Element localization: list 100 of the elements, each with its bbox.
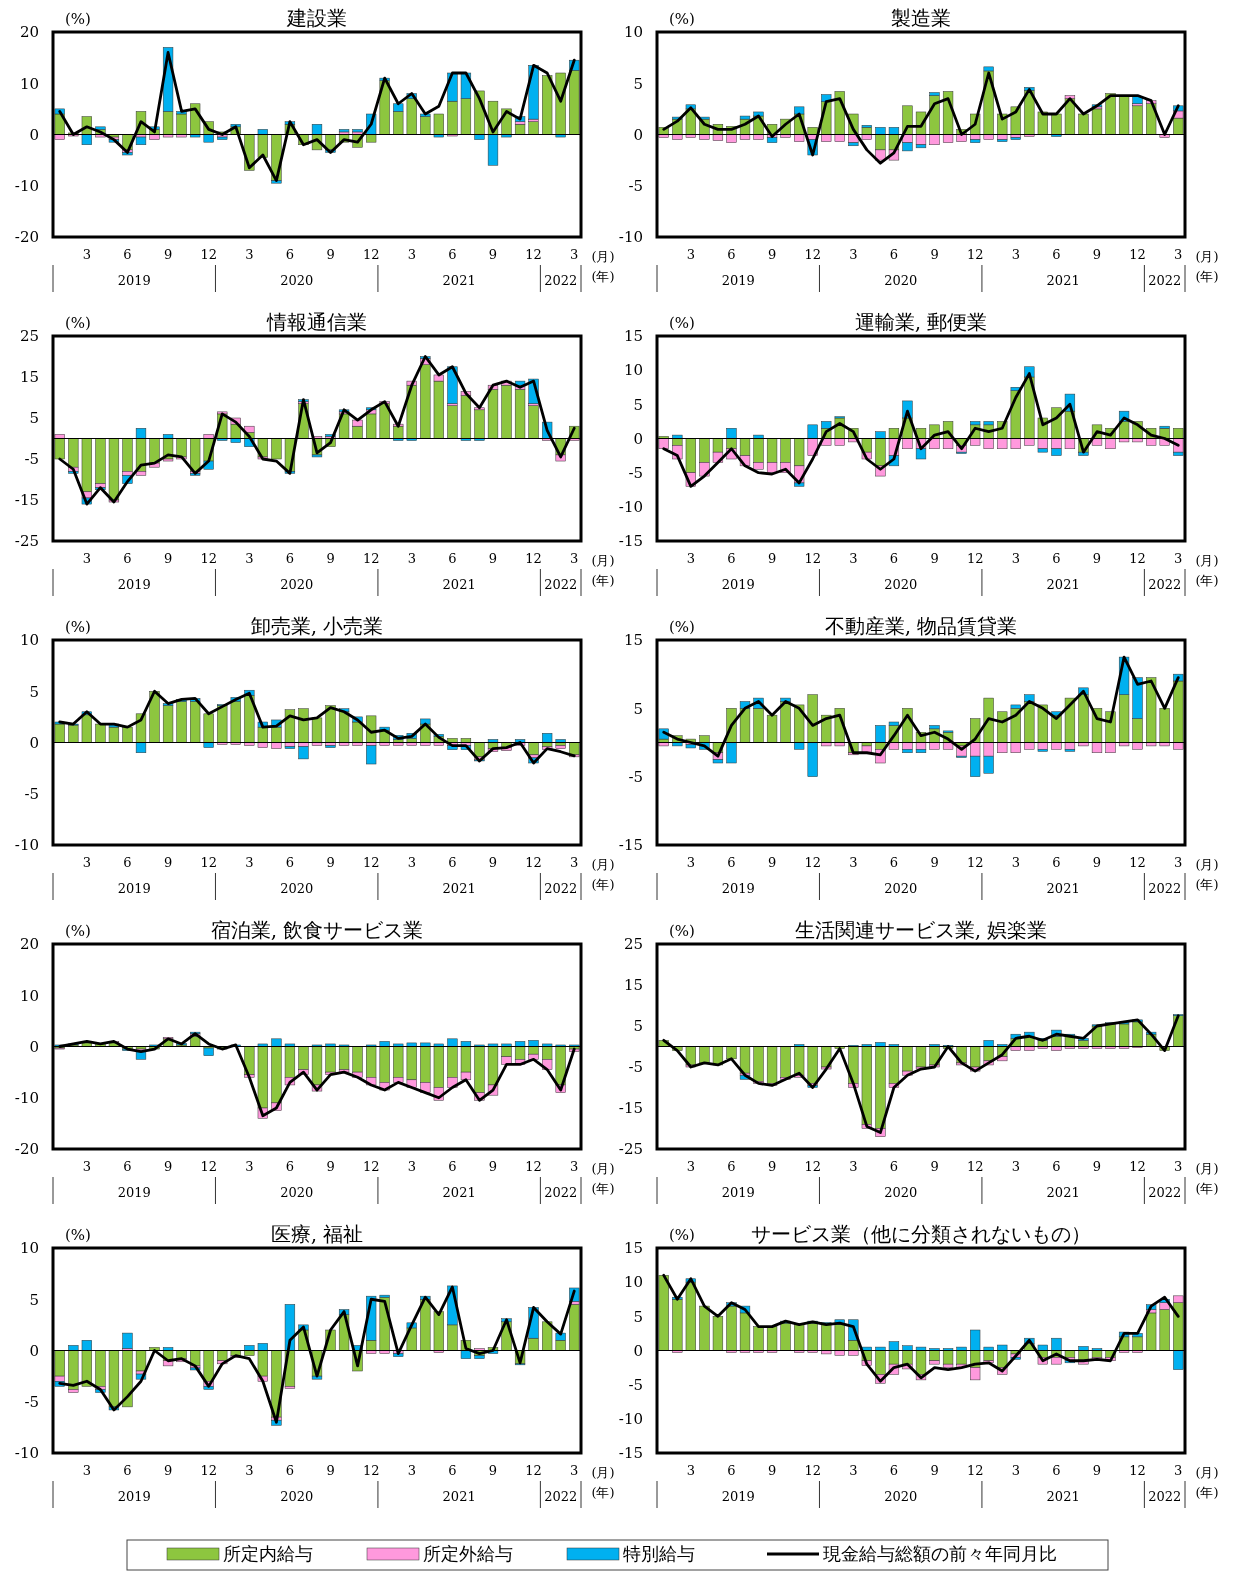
y-tick-label: -5	[628, 1375, 643, 1394]
y-tick-label: -10	[618, 1410, 643, 1429]
x-tick-label: 3	[245, 1463, 254, 1478]
x-tick-label: 12	[200, 551, 217, 566]
x-tick-label: 3	[245, 855, 254, 870]
x-tick-label: 3	[1174, 247, 1183, 262]
x-tick-label: 3	[82, 551, 91, 566]
x-tick-label: 9	[767, 551, 777, 566]
x-tick-label: 9	[767, 855, 777, 870]
x-tick-label: 3	[686, 1159, 695, 1174]
x-tick-label: 9	[930, 1463, 939, 1478]
text: 2020	[280, 1489, 314, 1504]
legend-label: 特別給与	[623, 1543, 695, 1564]
x-tick-label: 9	[767, 1463, 777, 1478]
text: 2022	[544, 1185, 578, 1200]
x-tick-label: 3	[245, 247, 254, 262]
x-tick-label: 6	[285, 551, 295, 566]
text: 2021	[1046, 1185, 1080, 1200]
x-tick-label: 12	[804, 247, 821, 262]
x-tick-label: 6	[889, 247, 899, 262]
text: 2022	[1148, 577, 1182, 592]
y-tick-label: -15	[14, 491, 39, 510]
x-tick-label: 12	[362, 855, 380, 870]
x-tick-label: 3	[570, 247, 579, 262]
x-tick-label: 3	[686, 247, 695, 262]
legend-label: 所定外給与	[423, 1543, 513, 1564]
x-tick-label: 6	[1052, 855, 1061, 870]
text: (年)	[1195, 1485, 1219, 1500]
x-tick-label: 12	[200, 1463, 217, 1478]
y-tick-label: -25	[14, 532, 39, 551]
x-tick-label: 9	[1092, 551, 1102, 566]
x-axis-title: (月)	[1195, 553, 1219, 568]
text: 2020	[280, 881, 314, 896]
x-tick-label: 6	[448, 1159, 457, 1174]
x-tick-label: 6	[727, 1159, 736, 1174]
legend-label: 現金給与総額の前々年同月比	[823, 1543, 1057, 1564]
text: 2021	[442, 1489, 476, 1504]
y-tick-label: 5	[633, 1017, 643, 1036]
x-tick-label: 9	[326, 1159, 335, 1174]
x-axis-title: (月)	[591, 1465, 615, 1480]
x-tick-label: 9	[163, 247, 173, 262]
y-tick-label: -15	[618, 836, 643, 855]
text: 2021	[442, 1185, 476, 1200]
y-tick-label: 15	[19, 368, 39, 387]
x-tick-label: 3	[1174, 855, 1183, 870]
text: 2022	[544, 1489, 578, 1504]
text: (年)	[591, 269, 615, 284]
x-tick-label: 6	[285, 1463, 295, 1478]
x-axis-title: (月)	[591, 249, 615, 264]
y-tick-label: -5	[628, 177, 643, 195]
y-tick-label: 5	[633, 1307, 643, 1326]
x-tick-label: 9	[488, 247, 498, 262]
text: 2020	[280, 1185, 314, 1200]
x-tick-label: 3	[570, 551, 579, 566]
x-tick-label: 9	[488, 1159, 498, 1174]
y-tick-label: 5	[29, 682, 39, 701]
x-tick-label: 6	[727, 855, 736, 870]
x-tick-label: 3	[82, 1159, 91, 1174]
x-tick-label: 3	[1011, 1463, 1020, 1478]
text: 2019	[117, 1185, 151, 1200]
y-axis-title: (%)	[65, 10, 91, 28]
x-axis-title: (月)	[591, 553, 615, 568]
text: 2020	[884, 577, 918, 592]
x-tick-label: 12	[1129, 1159, 1146, 1174]
y-tick-label: 5	[29, 1290, 39, 1309]
x-tick-label: 9	[488, 855, 498, 870]
text: 2019	[117, 577, 151, 592]
text: 2022	[544, 881, 578, 896]
x-tick-label: 12	[362, 1463, 380, 1478]
x-tick-label: 12	[804, 1159, 821, 1174]
y-tick-label: -5	[24, 1393, 39, 1411]
x-tick-label: 6	[889, 551, 899, 566]
x-tick-label: 6	[448, 855, 457, 870]
x-tick-label: 3	[849, 551, 858, 566]
y-tick-label: 0	[633, 1341, 643, 1360]
y-tick-label: 15	[623, 631, 643, 650]
x-tick-label: 6	[727, 551, 736, 566]
y-tick-label: 0	[29, 733, 39, 752]
x-tick-label: 6	[123, 1159, 132, 1174]
x-tick-label: 3	[1011, 247, 1020, 262]
text: 2020	[884, 881, 918, 896]
y-tick-label: 25	[19, 327, 39, 346]
legend-label: 所定内給与	[223, 1543, 313, 1564]
x-tick-label: 9	[326, 551, 335, 566]
x-tick-label: 6	[1052, 1463, 1061, 1478]
x-tick-label: 12	[1129, 855, 1146, 870]
x-tick-label: 3	[686, 855, 695, 870]
x-tick-label: 12	[966, 855, 984, 870]
x-tick-label: 9	[163, 1159, 173, 1174]
x-tick-label: 6	[889, 1159, 899, 1174]
x-tick-label: 3	[407, 855, 416, 870]
x-tick-label: 3	[407, 247, 416, 262]
text: 2019	[721, 881, 755, 896]
x-axis-title: (月)	[1195, 1161, 1219, 1176]
x-axis-title: (月)	[591, 1161, 615, 1176]
y-tick-label: -10	[618, 228, 643, 247]
x-tick-label: 3	[1011, 855, 1020, 870]
x-tick-label: 9	[930, 551, 939, 566]
y-axis-title: (%)	[669, 1226, 695, 1244]
x-tick-label: 3	[1174, 1463, 1183, 1478]
